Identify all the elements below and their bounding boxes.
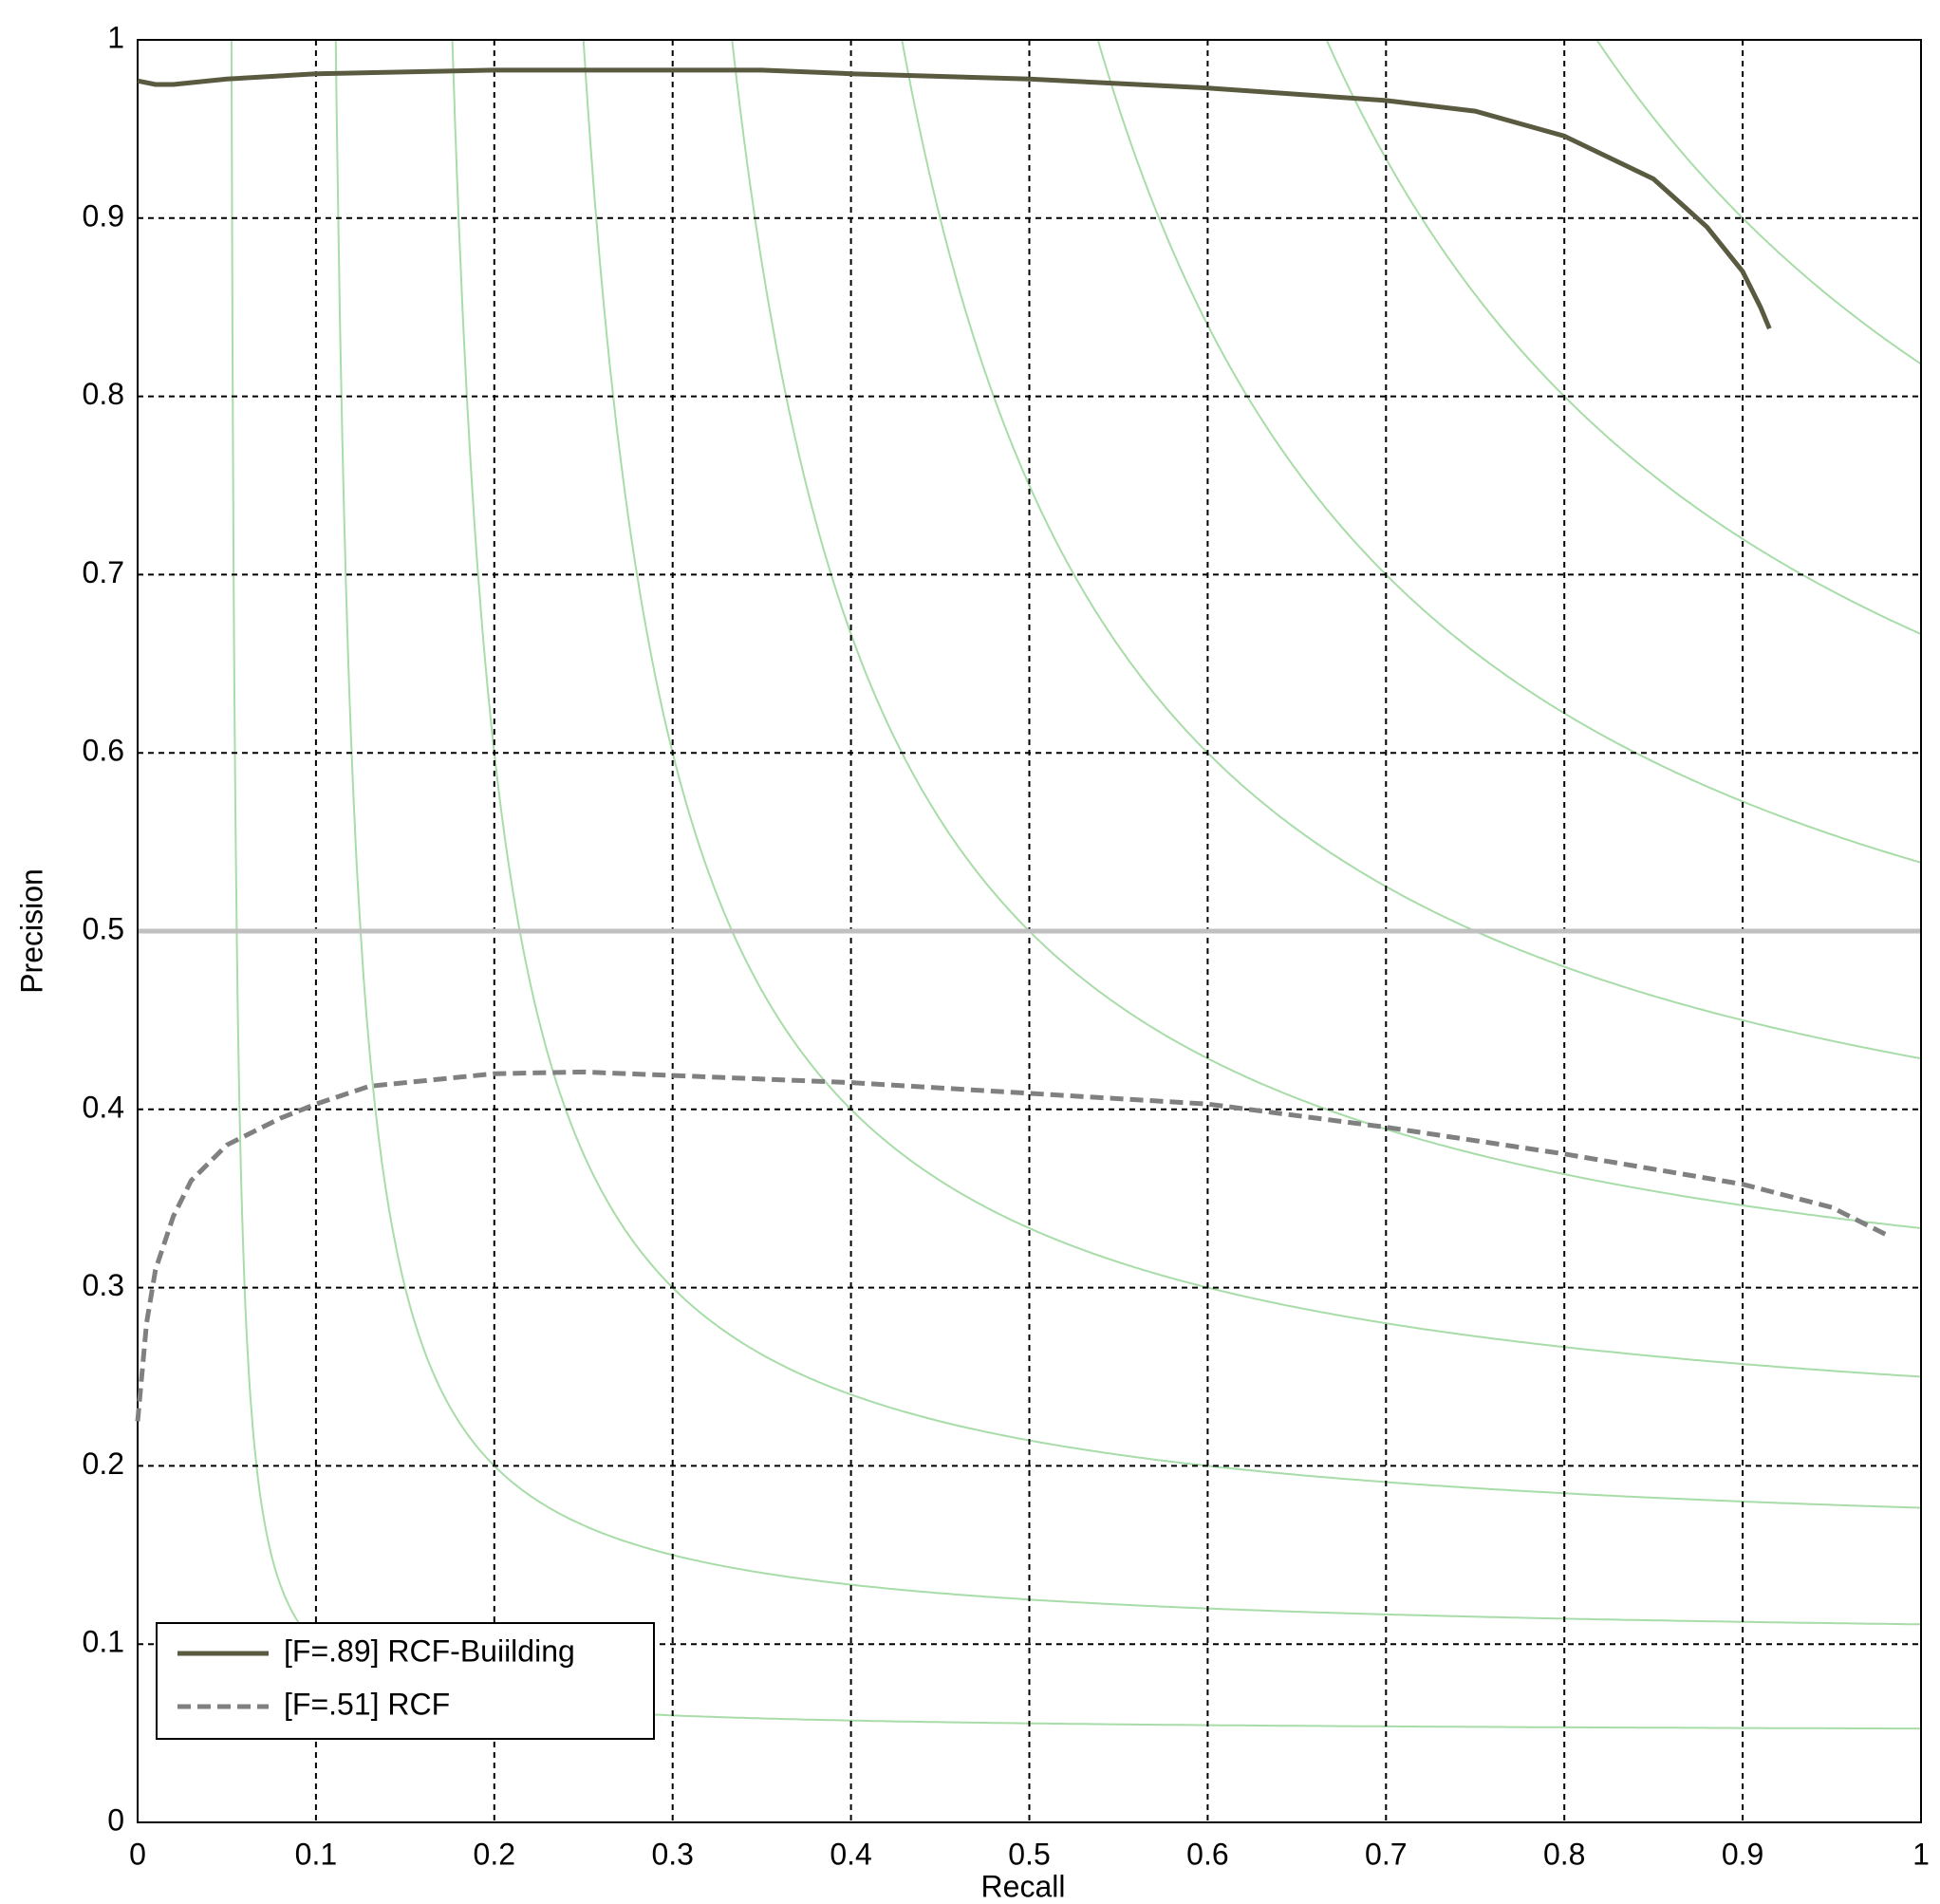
- legend-label: [F=.51] RCF: [284, 1687, 450, 1721]
- iso-f-curve: [451, 40, 1921, 1509]
- x-tick-label: 1: [1912, 1837, 1930, 1871]
- legend-box: [156, 1622, 655, 1740]
- iso-f-curve: [901, 40, 1921, 1060]
- x-tick-label: 0.4: [830, 1837, 871, 1871]
- iso-f-curve: [1325, 40, 1921, 635]
- y-tick-label: 0.7: [83, 555, 124, 589]
- series-line: [135, 1069, 1887, 1422]
- y-tick-label: 0.1: [83, 1625, 124, 1659]
- x-tick-label: 0.7: [1365, 1837, 1407, 1871]
- iso-f-curve: [230, 40, 1921, 1730]
- x-axis-label: Recall: [981, 1869, 1066, 1903]
- x-tick-label: 0.1: [295, 1837, 337, 1871]
- x-tick-label: 0.6: [1186, 1837, 1228, 1871]
- x-tick-label: 0.9: [1722, 1837, 1763, 1871]
- plot-frame: [137, 39, 1922, 1823]
- y-tick-label: 0.6: [83, 734, 124, 768]
- y-tick-label: 1: [107, 20, 124, 54]
- x-tick-label: 0: [129, 1837, 146, 1871]
- iso-f-curve: [582, 40, 1921, 1378]
- y-tick-label: 0.9: [83, 198, 124, 233]
- y-tick-label: 0.2: [83, 1447, 124, 1481]
- x-tick-label: 0.8: [1543, 1837, 1585, 1871]
- iso-f-curve: [1096, 40, 1921, 864]
- legend-label: [F=.89] RCF-Buiilding: [284, 1633, 575, 1668]
- iso-f-curve: [1595, 40, 1921, 365]
- series-line: [137, 67, 1772, 330]
- x-tick-label: 0.5: [1008, 1837, 1050, 1871]
- x-tick-label: 0.2: [474, 1837, 515, 1871]
- y-tick-label: 0.3: [83, 1268, 124, 1302]
- y-tick-label: 0.8: [83, 377, 124, 411]
- y-tick-label: 0.5: [83, 911, 124, 945]
- iso-f-curve: [334, 40, 1921, 1626]
- x-tick-label: 0.3: [651, 1837, 693, 1871]
- y-tick-label: 0: [107, 1802, 124, 1837]
- plot-area: [230, 40, 1921, 1730]
- y-axis-label: Precision: [14, 868, 48, 994]
- y-tick-label: 0.4: [83, 1090, 124, 1124]
- iso-f-curve: [731, 40, 1921, 1229]
